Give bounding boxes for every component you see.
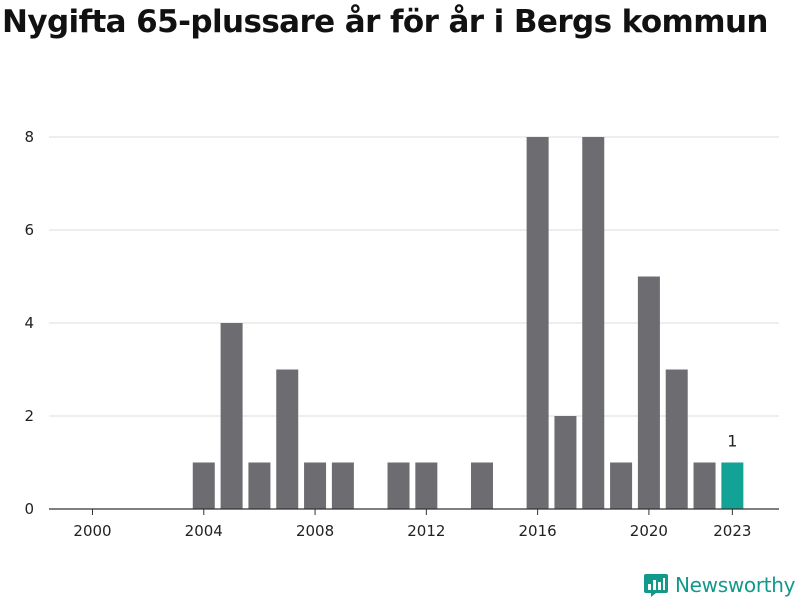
brand-name: Newsworthy (675, 573, 796, 597)
bar-2019 (610, 462, 633, 509)
bar-2023 (721, 462, 744, 509)
bar-2012 (415, 462, 438, 509)
y-tick-label-6: 6 (24, 221, 34, 239)
x-tick-label-2000: 2000 (73, 522, 111, 540)
newsworthy-brand: Newsworthy (643, 570, 796, 600)
x-tick-label-2008: 2008 (296, 522, 334, 540)
x-axis-tick-labels: 2000 2004 2008 2012 2016 2020 2023 (73, 522, 751, 540)
bar-2016 (526, 137, 549, 509)
x-tick-label-2012: 2012 (407, 522, 445, 540)
y-tick-label-0: 0 (24, 500, 34, 518)
x-tick-label-2016: 2016 (519, 522, 557, 540)
data-labels: 1 (727, 432, 737, 451)
bar-2005 (220, 323, 243, 509)
bar-2008 (304, 462, 327, 509)
bar-2017 (554, 416, 577, 509)
bars (192, 137, 744, 509)
bar-2018 (582, 137, 605, 509)
bar-2021 (665, 369, 688, 509)
bar-2011 (387, 462, 410, 509)
bar-2020 (637, 276, 660, 509)
bar-2007 (276, 369, 299, 509)
y-tick-label-8: 8 (24, 128, 34, 146)
bar-2006 (248, 462, 271, 509)
x-tick-label-2004: 2004 (185, 522, 223, 540)
y-axis-tick-labels: 0 2 4 6 8 (24, 128, 34, 518)
x-axis (49, 508, 779, 515)
bar-2022 (693, 462, 716, 509)
data-label-2023: 1 (727, 432, 737, 451)
bar-2009 (331, 462, 354, 509)
bar-2014 (470, 462, 493, 509)
chart-title: Nygifta 65-plussare år för år i Bergs ko… (2, 4, 768, 40)
x-tick-label-2023: 2023 (713, 522, 751, 540)
y-tick-label-2: 2 (24, 407, 34, 425)
bar-2004 (192, 462, 215, 509)
x-tick-label-2020: 2020 (630, 522, 668, 540)
y-tick-label-4: 4 (24, 314, 34, 332)
newsworthy-logo-icon (644, 574, 668, 597)
